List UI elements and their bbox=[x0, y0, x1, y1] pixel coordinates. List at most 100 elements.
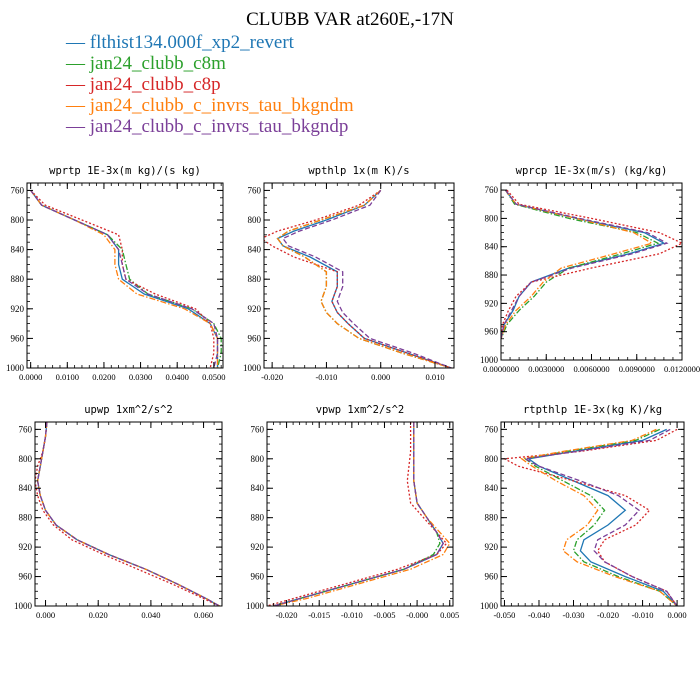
panel-1-xtick-label-0: -0.020 bbox=[261, 372, 283, 382]
panel-5-xtick-label-3: -0.020 bbox=[597, 610, 619, 620]
panel-3-ytick-label-3: 880 bbox=[19, 513, 33, 523]
panel-0-ytick-label-0: 760 bbox=[11, 185, 25, 195]
panel-4-xtick-label-1: -0.015 bbox=[308, 610, 330, 620]
panel-5-xtick-label-5: 0.000 bbox=[668, 610, 687, 620]
panel-1-series-3 bbox=[276, 189, 452, 368]
panel-1-ytick-label-3: 880 bbox=[248, 274, 262, 284]
panel-0-ytick-label-6: 1000 bbox=[6, 363, 25, 373]
panel-5-title: rtpthlp 1E-3x(kg K)/kg bbox=[523, 404, 662, 416]
panel-3-xtick-label-0: 0.000 bbox=[36, 610, 55, 620]
panel-3-xtick-label-2: 0.040 bbox=[141, 610, 160, 620]
panel-1-xtick-label-2: 0.000 bbox=[371, 372, 390, 382]
panel-0-xtick-label-2: 0.0200 bbox=[92, 372, 115, 382]
panel-3-series-4 bbox=[36, 422, 220, 606]
panel-3-series-3 bbox=[36, 422, 220, 606]
panel-5-series-1 bbox=[523, 428, 678, 606]
panel-5-ytick-label-5: 960 bbox=[485, 572, 499, 582]
panel-3-series-0 bbox=[36, 422, 220, 606]
panel-0-ytick-label-5: 960 bbox=[11, 333, 25, 343]
panel-0: wprtp 1E-3x(m kg)/(s kg) 760 800 840 880 920 9… bbox=[6, 165, 226, 382]
panel-1-series-2 bbox=[264, 189, 452, 368]
legend-item-4: — jan24_clubb_c_invrs_tau_bkgndp bbox=[66, 116, 466, 137]
panel-3-ytick-label-4: 920 bbox=[19, 542, 33, 552]
panel-4-ytick-label-2: 840 bbox=[251, 483, 265, 493]
panel-2-ytick-label-4: 920 bbox=[485, 298, 499, 308]
panel-5-series-0 bbox=[526, 428, 678, 606]
panel-0-xtick-label-1: 0.0100 bbox=[56, 372, 79, 382]
panel-0-ytick-label-3: 880 bbox=[11, 274, 25, 284]
panel-5-series-3 bbox=[520, 428, 678, 606]
panel-0-ytick-label-2: 840 bbox=[11, 245, 25, 255]
panel-3-xtick-label-3: 0.060 bbox=[194, 610, 213, 620]
panel-4-xtick-label-0: -0.020 bbox=[276, 610, 298, 620]
panel-1-ytick-label-1: 800 bbox=[248, 215, 262, 225]
panel-1: wpthlp 1x(m K)/s7608008408809209601000-0… bbox=[243, 165, 455, 382]
panel-5-ytick-label-0: 760 bbox=[485, 424, 499, 434]
panel-0-ytick-label-4: 920 bbox=[11, 304, 25, 314]
legend-swatch-0: — bbox=[66, 32, 90, 53]
panel-2: wprcp 1E-3x(m/s) (kg/kg) 760 800 840 880 920 9… bbox=[480, 165, 700, 374]
panel-3-ytick-label-0: 760 bbox=[19, 424, 33, 434]
legend-swatch-4: — bbox=[66, 116, 90, 137]
panel-1-xtick-label-1: -0.010 bbox=[315, 372, 337, 382]
panel-2-series-4 bbox=[501, 189, 669, 339]
panel-1-ytick-label-2: 840 bbox=[248, 245, 262, 255]
panel-2-xtick-label-0: 0.0000000 bbox=[483, 364, 519, 374]
panel-2-frame bbox=[500, 182, 683, 361]
panel-4-series-0 bbox=[273, 422, 444, 606]
panel-1-frame bbox=[263, 182, 455, 369]
panel-1-series-0 bbox=[276, 189, 452, 368]
legend-item-3: — jan24_clubb_c_invrs_tau_bkgndm bbox=[66, 95, 466, 116]
panel-4-xtick-label-4: -0.000 bbox=[406, 610, 428, 620]
panel-0-xtick-label-0: 0.0000 bbox=[19, 372, 42, 382]
panel-4: vpwp 1xm^2/s^2 760 800 840 880 920 960 1000 -0.0… bbox=[246, 404, 459, 620]
legend: — flthist134.000f_xp2_revert — jan24_clu… bbox=[66, 32, 466, 137]
panel-3-frame bbox=[34, 421, 223, 607]
panel-0-xtick-label-5: 0.0500 bbox=[202, 372, 225, 382]
legend-swatch-3: — bbox=[66, 95, 90, 116]
panel-5-ytick-label-3: 880 bbox=[485, 513, 499, 523]
legend-swatch-2: — bbox=[66, 74, 90, 95]
panel-5-ytick-label-1: 800 bbox=[485, 454, 499, 464]
panel-4-ytick-label-3: 880 bbox=[251, 513, 265, 523]
legend-swatch-1: — bbox=[66, 53, 90, 74]
panel-3-ytick-label-5: 960 bbox=[19, 572, 33, 582]
panel-0-series-4 bbox=[30, 190, 219, 368]
panel-2-series-2 bbox=[501, 189, 682, 339]
panel-2-xtick-label-3: 0.0090000 bbox=[619, 364, 655, 374]
panel-5: rtpthlp 1E-3x(kg K)/kg 760 800 840 880 920 960… bbox=[480, 404, 687, 620]
panel-4-series-1 bbox=[273, 422, 441, 606]
panel-2-ytick-label-0: 760 bbox=[485, 185, 499, 195]
legend-label-3: jan24_clubb_c_invrs_tau_bkgndm bbox=[89, 95, 354, 116]
panel-4-series-4 bbox=[273, 422, 444, 606]
panel-5-ytick-label-2: 840 bbox=[485, 483, 499, 493]
panel-0-ytick-label-1: 800 bbox=[11, 215, 25, 225]
panel-1-series-4 bbox=[282, 190, 452, 368]
panel-4-title: vpwp 1xm^2/s^2 bbox=[316, 404, 405, 416]
panel-4-ytick-label-6: 1000 bbox=[246, 601, 265, 611]
panel-2-xtick-label-2: 0.0060000 bbox=[573, 364, 609, 374]
panel-4-ytick-label-5: 960 bbox=[251, 572, 265, 582]
panel-2-series-3 bbox=[501, 189, 654, 339]
panel-4-series-2 bbox=[267, 422, 448, 606]
panel-4-frame bbox=[266, 421, 454, 607]
panel-3-ytick-label-2: 840 bbox=[19, 483, 33, 493]
panel-2-ytick-label-3: 880 bbox=[485, 270, 499, 280]
panel-1-title: wpthlp 1x(m K)/s bbox=[308, 165, 409, 177]
legend-label-2: jan24_clubb_c8p bbox=[89, 74, 221, 95]
panel-4-xtick-label-2: -0.010 bbox=[341, 610, 363, 620]
panel-2-xtick-label-4: 0.0120000 bbox=[664, 364, 700, 374]
panel-1-ytick-label-4: 920 bbox=[248, 304, 262, 314]
panel-5-xtick-label-1: -0.040 bbox=[528, 610, 550, 620]
panel-3-series-1 bbox=[36, 422, 220, 606]
panel-2-series-1 bbox=[501, 189, 660, 340]
legend-item-2: — jan24_clubb_c8p bbox=[66, 74, 466, 95]
panel-0-frame bbox=[26, 182, 224, 369]
panel-1-ytick-label-6: 1000 bbox=[243, 363, 262, 373]
panel-5-ytick-label-4: 920 bbox=[485, 542, 499, 552]
panel-4-xtick-label-5: 0.005 bbox=[440, 610, 459, 620]
panel-2-ytick-label-5: 960 bbox=[485, 327, 499, 337]
panel-0-xtick-label-4: 0.0400 bbox=[166, 372, 189, 382]
panel-2-ytick-label-2: 840 bbox=[485, 242, 499, 252]
panel-1-series-1 bbox=[276, 189, 452, 368]
